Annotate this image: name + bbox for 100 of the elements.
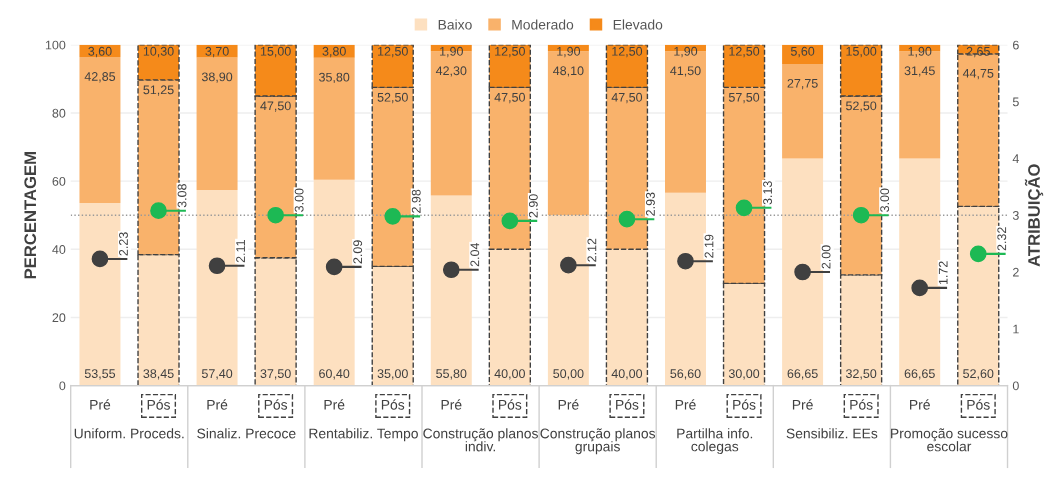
point — [911, 279, 929, 297]
x-tick-label: Pré — [207, 399, 228, 410]
x-tick-label: Pré — [792, 399, 813, 410]
bar — [664, 192, 706, 386]
point — [969, 245, 987, 263]
bar — [547, 215, 589, 386]
data-label: 3,60 — [88, 46, 112, 58]
point — [267, 206, 284, 224]
data-label: 41,50 — [670, 66, 701, 77]
data-label: 42,85 — [84, 72, 116, 83]
data-label: 55,80 — [436, 369, 467, 380]
text: Uniform. Proceds. — [74, 428, 184, 439]
data-label: 3.08 — [177, 184, 187, 208]
y2-tick-label: 4 — [1012, 154, 1019, 163]
x-tick-label: Pós — [147, 399, 170, 410]
data-label: 1,90 — [557, 46, 581, 58]
data-label: 52,50 — [377, 92, 408, 104]
bar — [782, 63, 824, 159]
data-label: 57,50 — [728, 92, 760, 104]
data-label: 3.13 — [763, 181, 772, 205]
text: Promoção sucesso escolar — [891, 428, 1008, 452]
data-label: 37,50 — [260, 369, 291, 380]
point — [150, 202, 167, 220]
data-label: 3.00 — [880, 188, 890, 212]
point — [442, 261, 460, 279]
point — [560, 256, 577, 274]
y-tick-label: 80 — [52, 108, 66, 118]
y2-tick-label: 0 — [1012, 381, 1019, 391]
data-label: 15,00 — [260, 46, 291, 58]
point — [618, 210, 636, 228]
x-tick-label: Pós — [733, 399, 756, 410]
data-label: 53,55 — [84, 369, 116, 380]
data-label: 1,90 — [908, 46, 932, 58]
data-label: 47,50 — [260, 101, 291, 112]
x-tick-label: Pós — [499, 399, 522, 410]
y2-tick-label: 6 — [1013, 40, 1019, 50]
data-label: 2.23 — [119, 232, 128, 256]
data-label: 3.00 — [294, 188, 304, 212]
y-tick-label: 0 — [59, 381, 66, 391]
bar — [782, 44, 824, 64]
point — [91, 250, 109, 268]
data-label: 48,10 — [553, 66, 584, 77]
data-label: 40,00 — [611, 369, 643, 380]
data-label: 2.98 — [411, 189, 421, 213]
bar — [79, 57, 121, 204]
y-tick-label: 100 — [45, 40, 66, 50]
point — [794, 263, 811, 281]
data-label: 35,80 — [319, 72, 350, 84]
data-label: 2.00 — [821, 245, 831, 269]
text: Sensibiliz. EEs — [786, 428, 878, 439]
point — [384, 208, 402, 225]
point — [677, 252, 694, 270]
bar — [430, 195, 472, 386]
legend-label: Baixo — [438, 19, 472, 30]
bar — [313, 57, 355, 180]
data-label: 2.90 — [528, 194, 538, 218]
data-label: 50,00 — [553, 369, 584, 380]
data-label: 15,00 — [846, 46, 877, 58]
data-label: 30,00 — [728, 369, 760, 380]
data-label: 1,90 — [440, 46, 463, 58]
data-label: 5,60 — [790, 46, 815, 58]
x-tick-label: Pré — [90, 399, 111, 410]
data-label: 2.11 — [236, 240, 245, 263]
data-label: 52,50 — [846, 101, 877, 112]
data-label: 31,45 — [904, 66, 935, 77]
point — [501, 212, 519, 230]
data-label: 47,50 — [611, 92, 643, 104]
bar — [196, 57, 238, 190]
data-label: 66,65 — [904, 369, 935, 380]
text: Partilha info. colegas — [677, 428, 753, 455]
data-label: 3,70 — [205, 46, 229, 58]
data-label: 42,30 — [435, 66, 467, 77]
data-label: 1.72 — [938, 261, 948, 285]
x-tick-label: Pós — [967, 399, 990, 410]
x-tick-label: Pós — [850, 399, 873, 410]
x-tick-label: Pré — [558, 399, 579, 410]
data-label: 51,25 — [143, 85, 174, 96]
data-label: 2.12 — [587, 238, 597, 262]
x-tick-label: Pré — [441, 399, 462, 410]
data-label: 12,50 — [612, 46, 643, 58]
data-label: 10,30 — [143, 46, 174, 58]
x-tick-label: Pré — [910, 399, 930, 410]
data-label: 2.93 — [646, 192, 655, 216]
bar — [196, 190, 238, 386]
text: Rentabiliz. Tempo — [309, 428, 418, 442]
y2-axis-title: ATRIBUIÇÃO — [1024, 164, 1044, 267]
y2-tick-label: 1 — [1013, 324, 1019, 334]
legend-label: Elevado — [613, 19, 663, 30]
data-label: 57,40 — [201, 369, 233, 380]
text: Construção planos indiv. — [423, 428, 538, 452]
data-label: 32,50 — [845, 369, 877, 380]
data-label: 66,65 — [787, 369, 818, 380]
data-label: 60,40 — [319, 369, 350, 380]
x-tick-label: Pré — [675, 399, 696, 410]
x-tick-label: Pós — [616, 399, 639, 410]
x-tick-label: Pré — [324, 399, 345, 410]
data-label: 38,45 — [143, 369, 174, 380]
data-label: 1,90 — [674, 46, 698, 58]
text: Sinaliz. Precoce — [197, 428, 296, 439]
data-label: 27,75 — [787, 78, 818, 90]
